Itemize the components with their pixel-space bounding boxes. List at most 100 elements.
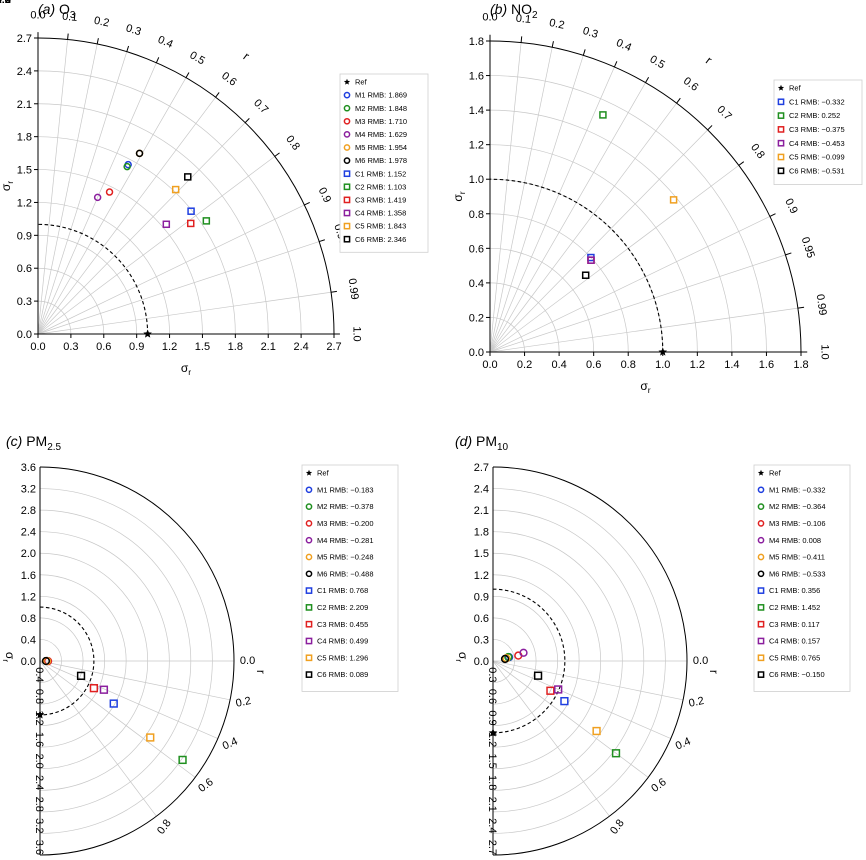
data-marker-4 xyxy=(107,189,113,195)
x-axis-label: σr xyxy=(640,379,650,395)
legend-label-9: C2 RMB: 1.452 xyxy=(769,603,820,612)
legend-label-9: C2 RMB: 1.103 xyxy=(355,182,406,191)
corr-tick-5 xyxy=(156,57,158,62)
std-grid-arc-6 xyxy=(490,145,697,352)
corr-tick-label-5: −0.2 xyxy=(0,0,11,6)
corr-axis-label: r xyxy=(254,670,268,674)
std-tick-label-lower-2: 0.4 xyxy=(33,667,45,682)
data-marker-8 xyxy=(561,698,568,705)
x-axis-label: σr xyxy=(181,361,191,377)
corr-grid-line-10 xyxy=(490,216,770,352)
legend-label-8: C1 RMB: 1.152 xyxy=(355,169,406,178)
corr-tick-label-7: 0.6 xyxy=(681,75,700,94)
corr-tick-label-8: 0.4 xyxy=(221,735,240,752)
corr-tick-label-6: 0.5 xyxy=(188,49,207,67)
corr-grid-line-10 xyxy=(493,661,609,816)
x-tick-label-7: 1.8 xyxy=(228,341,243,353)
outer-correlation-arc xyxy=(38,38,334,334)
data-marker-12 xyxy=(593,728,600,735)
y-tick-label-7: 1.2 xyxy=(469,140,484,152)
y-tick-label-10: 2.7 xyxy=(17,33,32,45)
panel-c: −1.0−0.8−0.6−0.4−0.20.00.20.40.60.81.00.… xyxy=(0,0,398,860)
std-tick-label-lower-7: 1.8 xyxy=(486,775,498,790)
data-marker-11 xyxy=(163,221,169,227)
data-marker-1 xyxy=(143,330,152,338)
legend-label-8: C1 RMB: 0.356 xyxy=(769,586,820,595)
std-grid-arc-5 xyxy=(490,179,663,352)
x-tick-label-9: 1.6 xyxy=(759,359,774,371)
x-tick-label-10: 1.8 xyxy=(793,359,808,371)
legend-label-9: C2 RMB: 2.209 xyxy=(317,603,368,612)
corr-tick-12 xyxy=(331,291,337,292)
legend-label-11: C4 RMB: 0.157 xyxy=(769,637,820,646)
data-marker-7 xyxy=(583,272,589,278)
std-tick-label-upper-5: 1.2 xyxy=(474,570,489,582)
corr-grid-line-3 xyxy=(38,44,97,334)
y-tick-label-6: 1.0 xyxy=(469,174,484,186)
legend-label-10: C3 RMB: 1.419 xyxy=(355,196,406,205)
corr-tick-12 xyxy=(798,307,804,308)
corr-tick-label-9: 0.6 xyxy=(649,776,668,795)
legend-label-7: M6 RMB: −0.533 xyxy=(769,569,825,578)
data-marker-12 xyxy=(147,734,154,741)
x-tick-label-9: 2.4 xyxy=(293,341,308,353)
legend-label-10: C3 RMB: 0.117 xyxy=(769,620,820,629)
std-tick-label-upper-3: 0.8 xyxy=(21,613,36,625)
corr-tick-label-9: 0.8 xyxy=(748,142,767,161)
legend-label-5: M4 RMB: 1.629 xyxy=(355,130,407,139)
legend-label-1: Ref xyxy=(789,84,802,93)
corr-tick-label-13: 1.0 xyxy=(350,326,362,341)
corr-grid-line-8 xyxy=(493,661,671,739)
std-tick-label-upper-2: 0.3 xyxy=(474,634,489,646)
std-tick-label-upper-4: 1.2 xyxy=(21,591,36,603)
x-tick-label-4: 0.6 xyxy=(586,359,601,371)
std-tick-label-lower-8: 2.1 xyxy=(486,797,498,812)
std-tick-label-upper-7: 1.8 xyxy=(474,527,489,539)
x-tick-label-8: 1.4 xyxy=(724,359,739,371)
legend-label-13: C6 RMB: −0.150 xyxy=(769,670,825,679)
y-tick-label-8: 1.4 xyxy=(469,105,484,117)
y-tick-label-2: 0.3 xyxy=(17,296,32,308)
legend-label-6: M5 RMB: 1.954 xyxy=(355,143,407,152)
std-tick-label-lower-6: 2.0 xyxy=(33,753,45,768)
legend: RefM1 RMB: 1.869M2 RMB: 1.848M3 RMB: 1.7… xyxy=(340,74,428,252)
legend-label-3: C2 RMB: 0.252 xyxy=(789,111,840,120)
std-grid-arc-7 xyxy=(490,110,732,352)
x-tick-label-1: 0.0 xyxy=(30,341,45,353)
std-tick-label-lower-9: 3.2 xyxy=(33,818,45,833)
legend-label-1: Ref xyxy=(769,469,782,478)
std-tick-label-lower-7: 2.4 xyxy=(33,775,45,790)
corr-tick-3 xyxy=(552,41,553,47)
legend-label-4: M3 RMB: 1.710 xyxy=(355,117,407,126)
std-tick-label-upper-10: 2.7 xyxy=(474,462,489,474)
corr-grid-line-7 xyxy=(493,661,683,700)
legend-label-5: M4 RMB: 0.008 xyxy=(769,536,821,545)
legend-label-6: M5 RMB: −0.248 xyxy=(317,553,373,562)
legend-label-7: M6 RMB: −0.488 xyxy=(317,569,373,578)
corr-tick-label-12: 0.99 xyxy=(346,278,361,301)
corr-tick-label-6: 0.0 xyxy=(240,655,255,667)
legend-label-1: Ref xyxy=(355,78,368,87)
corr-tick-label-8: 0.7 xyxy=(714,104,733,123)
legend-label-7: M6 RMB: 1.978 xyxy=(355,156,407,165)
corr-grid-line-4 xyxy=(38,52,127,334)
legend-label-5: C4 RMB: −0.453 xyxy=(789,139,845,148)
std-tick-label-upper-9: 2.4 xyxy=(474,484,489,496)
corr-tick-label-9: 0.8 xyxy=(283,133,302,152)
corr-tick-label-3: 0.2 xyxy=(93,15,110,30)
corr-tick-8 xyxy=(708,125,712,129)
legend: RefM1 RMB: −0.183M2 RMB: −0.378M3 RMB: −… xyxy=(302,465,398,691)
data-marker-13 xyxy=(535,672,542,679)
corr-tick-5 xyxy=(614,61,616,67)
legend-label-12: C5 RMB: 1.296 xyxy=(317,653,368,662)
corr-grid-line-10 xyxy=(38,205,304,334)
corr-tick-label-7: 0.2 xyxy=(235,695,252,710)
legend-label-12: C5 RMB: 0.765 xyxy=(769,653,820,662)
corr-tick-7 xyxy=(216,92,220,97)
x-tick-label-4: 0.9 xyxy=(129,341,144,353)
panel-title: (c) PM2.5 xyxy=(6,433,62,453)
data-marker-9 xyxy=(203,218,209,224)
data-marker-7 xyxy=(137,150,143,156)
corr-tick-label-7: 0.6 xyxy=(219,70,238,89)
corr-axis-label: r xyxy=(241,49,253,63)
